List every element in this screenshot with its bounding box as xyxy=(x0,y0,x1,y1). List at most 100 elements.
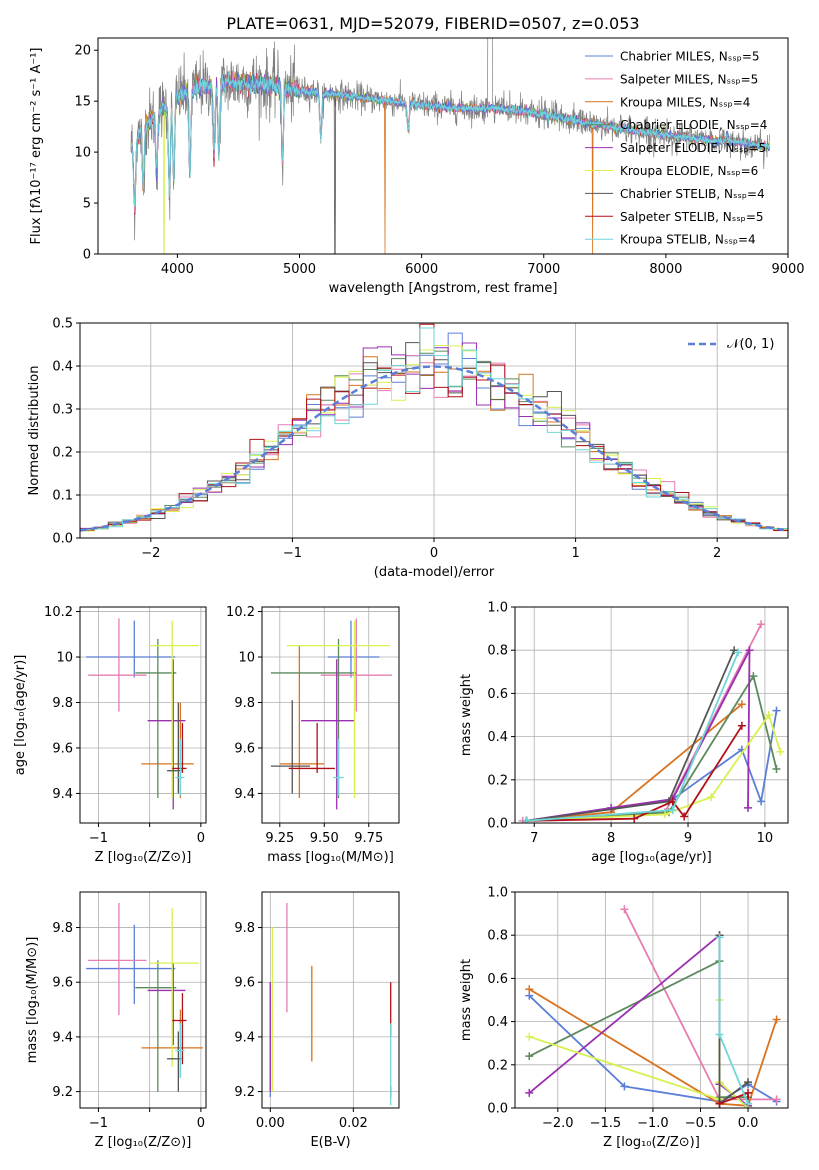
y-tick-label: 9.2 xyxy=(234,1085,255,1100)
legend-label: Chabrier ELODIE, Nₛₛₚ=4 xyxy=(620,118,767,132)
plus-marker-8 xyxy=(715,933,724,942)
axes-frame xyxy=(97,37,789,255)
plus-marker-1 xyxy=(620,905,629,914)
weight-line-2 xyxy=(528,988,778,1107)
plus-marker-0 xyxy=(757,797,766,806)
plus-marker-5 xyxy=(660,810,669,819)
x-tick-label: 7000 xyxy=(527,262,560,277)
x-axis-label: Z [log₁₀(Z/Z⊙)] xyxy=(95,1135,192,1150)
x-tick-label: 0.0 xyxy=(738,1116,759,1131)
axes-frame xyxy=(261,606,400,824)
plus-marker-2 xyxy=(737,700,746,709)
plot-area-age_vs_mass xyxy=(270,618,392,810)
x-axis-label: (data-model)/error xyxy=(374,565,495,580)
plus-marker-2 xyxy=(772,1015,781,1024)
x-tick-label: 9 xyxy=(684,831,692,846)
plus-marker-5 xyxy=(776,747,785,756)
x-tick-label: 9.75 xyxy=(354,831,383,846)
y-tick-label: 0.4 xyxy=(487,730,508,745)
plot-area-spectrum xyxy=(130,38,770,254)
x-tick-label: −1.0 xyxy=(637,1116,669,1131)
x-tick-label: 8 xyxy=(607,831,615,846)
y-tick-label: 9.6 xyxy=(234,741,255,756)
y-axis-label: Normed distribution xyxy=(27,366,42,496)
y-tick-label: 20 xyxy=(74,44,91,59)
y-tick-label: 0.0 xyxy=(52,532,73,547)
x-tick-label: 10 xyxy=(757,831,774,846)
y-axis-label: mass weight xyxy=(459,674,474,756)
plus-marker-8 xyxy=(668,806,677,815)
x-tick-label: 0 xyxy=(197,831,205,846)
y-tick-label: 10 xyxy=(74,146,91,161)
y-tick-label: 0.8 xyxy=(487,929,508,944)
weight-line-5 xyxy=(529,1000,749,1108)
x-tick-label: 1 xyxy=(571,546,579,561)
x-tick-label: 4000 xyxy=(161,262,194,277)
plus-marker-5 xyxy=(707,793,716,802)
plus-marker-1 xyxy=(757,620,766,629)
legend-label: 𝒩(0, 1) xyxy=(727,337,774,352)
plus-marker-6 xyxy=(744,1078,753,1087)
x-tick-label: 5000 xyxy=(283,262,316,277)
y-tick-label: 10.2 xyxy=(44,605,73,620)
y-tick-label: 0.0 xyxy=(487,1102,508,1117)
plot-area-weight_vs_z xyxy=(525,905,781,1108)
legend-label: Kroupa MILES, Nₛₛₚ=4 xyxy=(620,95,750,109)
y-tick-label: 0.1 xyxy=(52,489,73,504)
x-tick-label: 7 xyxy=(530,831,538,846)
weight-line-3 xyxy=(528,959,748,1099)
y-tick-label: 9.8 xyxy=(52,921,73,936)
plus-marker-8 xyxy=(522,816,531,823)
y-tick-label: 9.6 xyxy=(234,976,255,991)
plot-area-mass_vs_z xyxy=(86,902,203,1092)
plus-marker-4 xyxy=(745,646,754,655)
x-tick-label: 9000 xyxy=(771,262,804,277)
x-tick-label: 0.02 xyxy=(339,1116,368,1131)
weight-line-3 xyxy=(526,673,778,822)
plus-marker-7 xyxy=(680,812,689,821)
x-tick-label: −1 xyxy=(89,831,108,846)
x-axis-label: mass [log₁₀(M/M⊙)] xyxy=(267,850,394,865)
axes-frame xyxy=(79,606,207,824)
y-tick-label: 10.2 xyxy=(226,605,255,620)
plus-marker-7 xyxy=(737,721,746,730)
plus-marker-5 xyxy=(764,711,773,719)
histogram-8 xyxy=(80,327,788,538)
y-tick-label: 0.4 xyxy=(52,360,73,375)
x-tick-label: −1 xyxy=(89,1116,108,1131)
y-tick-label: 0.5 xyxy=(52,317,73,332)
y-tick-label: 9.4 xyxy=(52,787,73,802)
weight-line-4 xyxy=(528,933,749,1107)
legend-label: Chabrier STELIB, Nₛₛₚ=4 xyxy=(620,187,765,201)
x-tick-label: 2 xyxy=(713,546,721,561)
y-tick-label: 9.8 xyxy=(52,696,73,711)
y-tick-label: 9.4 xyxy=(234,787,255,802)
legend-label: Salpeter MILES, Nₛₛₚ=5 xyxy=(620,72,758,86)
model-spectrum-8 xyxy=(130,71,770,208)
plus-marker-0 xyxy=(772,706,781,715)
y-tick-label: 9.8 xyxy=(234,696,255,711)
x-tick-label: 9.50 xyxy=(310,831,339,846)
y-axis-label: mass weight xyxy=(459,959,474,1041)
plus-marker-3 xyxy=(749,672,758,681)
plus-marker-8 xyxy=(744,1099,753,1108)
plus-marker-8 xyxy=(715,1030,724,1039)
x-tick-label: 0.00 xyxy=(256,1116,285,1131)
plus-marker-3 xyxy=(525,1052,534,1061)
legend-label: Kroupa ELODIE, Nₛₛₚ=6 xyxy=(620,164,758,178)
plus-marker-7 xyxy=(715,1099,724,1108)
y-tick-label: 5 xyxy=(83,197,91,212)
x-tick-label: 8000 xyxy=(649,262,682,277)
legend-label: Salpeter STELIB, Nₛₛₚ=5 xyxy=(620,210,764,224)
x-axis-label: wavelength [Angstrom, rest frame] xyxy=(329,281,558,296)
plus-marker-4 xyxy=(607,803,616,812)
figure-title: PLATE=0631, MJD=52079, FIBERID=0507, z=0… xyxy=(226,14,639,33)
legend-label: Kroupa STELIB, Nₛₛₚ=4 xyxy=(620,233,756,247)
plus-marker-7 xyxy=(630,814,639,823)
plus-marker-4 xyxy=(525,1088,534,1097)
y-tick-label: 9.6 xyxy=(52,741,73,756)
x-tick-label: −1 xyxy=(283,546,302,561)
plus-marker-7 xyxy=(744,1088,753,1097)
y-tick-label: 0.2 xyxy=(487,773,508,788)
